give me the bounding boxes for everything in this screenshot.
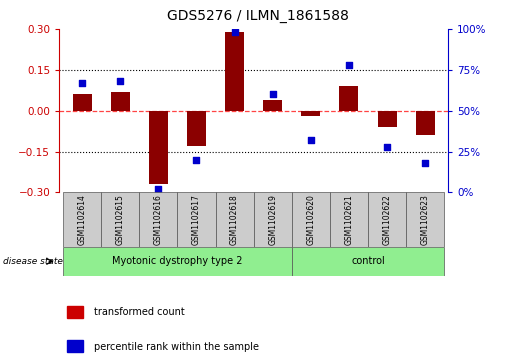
Point xyxy=(307,137,315,143)
Text: control: control xyxy=(351,256,385,266)
Text: disease state: disease state xyxy=(3,257,62,266)
Text: GSM1102614: GSM1102614 xyxy=(78,194,87,245)
Text: GSM1102615: GSM1102615 xyxy=(116,194,125,245)
Bar xyxy=(292,192,330,247)
Bar xyxy=(149,111,168,184)
Bar xyxy=(301,111,320,116)
Bar xyxy=(139,192,177,247)
Point xyxy=(421,160,430,166)
Text: GSM1102616: GSM1102616 xyxy=(154,194,163,245)
Bar xyxy=(187,111,206,146)
Bar xyxy=(63,192,101,247)
Text: GSM1102622: GSM1102622 xyxy=(383,194,391,245)
Point xyxy=(78,80,86,86)
Bar xyxy=(111,91,130,111)
Bar xyxy=(292,247,444,276)
Bar xyxy=(377,111,397,127)
Bar xyxy=(368,192,406,247)
Bar xyxy=(73,94,92,111)
Bar xyxy=(416,111,435,135)
Text: GSM1102623: GSM1102623 xyxy=(421,194,430,245)
Text: GDS5276 / ILMN_1861588: GDS5276 / ILMN_1861588 xyxy=(166,9,349,23)
Bar xyxy=(263,100,282,111)
Text: percentile rank within the sample: percentile rank within the sample xyxy=(94,342,259,352)
Bar xyxy=(177,192,215,247)
Point xyxy=(154,186,162,192)
Bar xyxy=(215,192,253,247)
Point xyxy=(230,29,238,35)
Text: GSM1102619: GSM1102619 xyxy=(268,194,277,245)
Point xyxy=(345,62,353,68)
Bar xyxy=(67,340,82,352)
Point xyxy=(269,91,277,97)
Bar xyxy=(63,247,292,276)
Text: GSM1102621: GSM1102621 xyxy=(345,194,353,245)
Point xyxy=(192,157,200,163)
Bar xyxy=(253,192,292,247)
Bar xyxy=(67,306,82,318)
Bar xyxy=(339,86,358,111)
Text: transformed count: transformed count xyxy=(94,307,185,317)
Bar xyxy=(101,192,139,247)
Text: Myotonic dystrophy type 2: Myotonic dystrophy type 2 xyxy=(112,256,243,266)
Bar xyxy=(225,32,244,111)
Bar xyxy=(330,192,368,247)
Point xyxy=(383,144,391,150)
Text: GSM1102617: GSM1102617 xyxy=(192,194,201,245)
Point xyxy=(116,78,124,84)
Text: GSM1102618: GSM1102618 xyxy=(230,194,239,245)
Bar xyxy=(406,192,444,247)
Text: GSM1102620: GSM1102620 xyxy=(306,194,315,245)
